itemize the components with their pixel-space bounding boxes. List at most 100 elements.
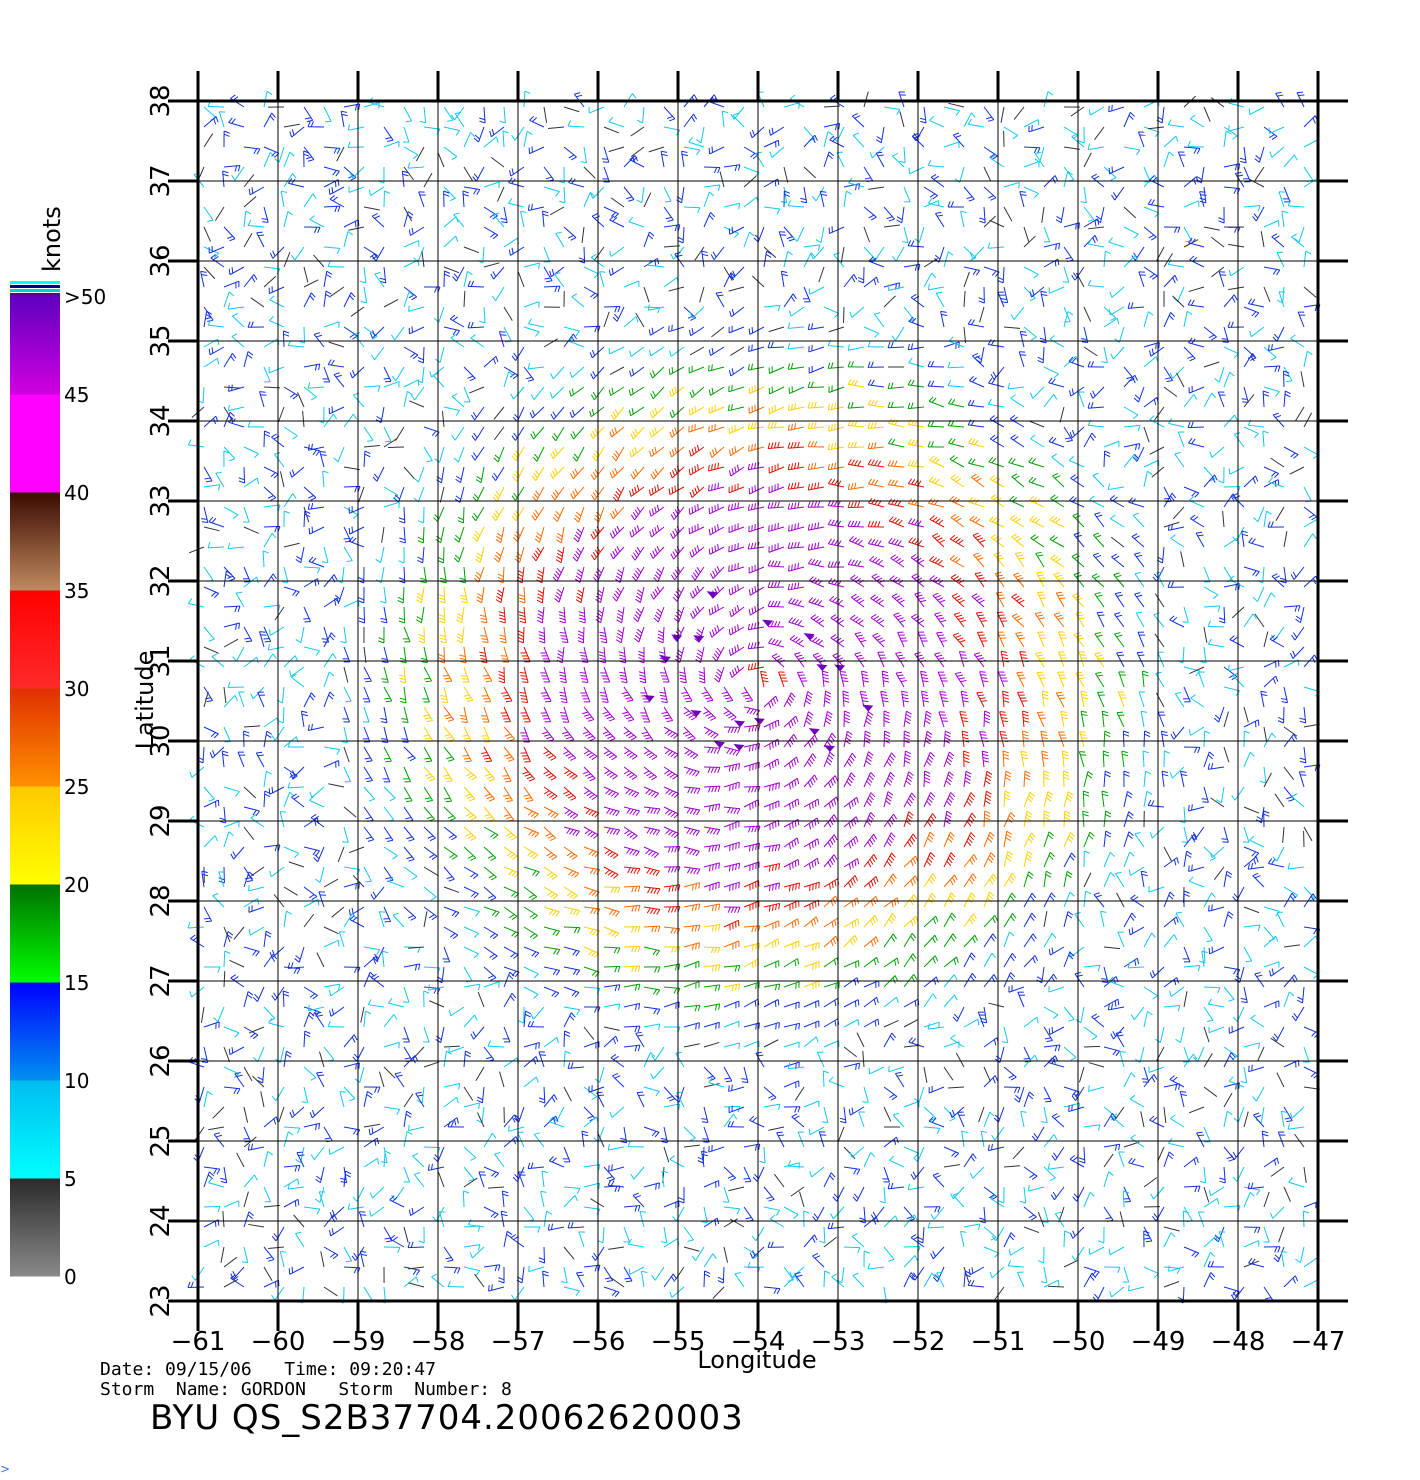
wind-barb-feather [381, 721, 388, 724]
wind-barb-feather [439, 600, 446, 604]
wind-barb-feather [418, 634, 425, 638]
wind-barb-feather [835, 617, 842, 622]
wind-barb-feather [848, 536, 854, 541]
wind-barb-feather [975, 535, 981, 539]
wind-barb-feather [955, 517, 962, 522]
wind-barb-feather [652, 550, 656, 557]
wind-barb-feather [455, 111, 462, 115]
wind-barb-feather [568, 154, 575, 159]
wind-barb-feather [590, 533, 595, 540]
wind-barb-feather [559, 200, 566, 204]
wind-barb-feather [652, 471, 657, 478]
wind-barb [535, 486, 545, 502]
wind-barb-feather [1015, 631, 1022, 634]
wind-barb-feather [790, 502, 794, 509]
wind-barb [929, 519, 945, 528]
wind-barb-feather [452, 316, 459, 321]
wind-barb-feather [511, 355, 517, 361]
wind-barb [1048, 382, 1065, 388]
wind-barb-feather [364, 450, 371, 455]
wind-barb-feather [955, 134, 962, 138]
wind-barb-feather [1293, 154, 1298, 161]
wind-barb-feather [556, 536, 563, 541]
wind-barb-feather [1132, 512, 1139, 516]
wind-barb-feather [471, 435, 476, 441]
wind-barb-feather [788, 698, 793, 704]
wind-barb [1103, 166, 1117, 178]
wind-barb [483, 106, 486, 123]
wind-barb [923, 186, 938, 196]
wind-barb-feather [499, 637, 506, 641]
wind-barb-feather [1095, 534, 1102, 538]
wind-barb [1190, 118, 1205, 128]
wind-barb-feather [345, 700, 352, 703]
wind-barb-feather [767, 422, 771, 429]
wind-barb-feather [538, 640, 545, 644]
wind-barb [1114, 593, 1125, 608]
wind-barb [1283, 186, 1291, 203]
wind-barb-feather [992, 436, 999, 441]
wind-barb [763, 304, 780, 308]
wind-barb-feather [967, 118, 972, 125]
wind-barb [383, 426, 392, 442]
wind-barb [583, 686, 591, 703]
wind-barb-feather [671, 367, 674, 374]
wind-barb [263, 504, 280, 508]
wind-barb-feather [247, 219, 252, 226]
wind-barb [223, 291, 230, 308]
wind-barb-feather [784, 193, 790, 197]
wind-barb-feather [1305, 250, 1312, 255]
wind-barb-feather [691, 489, 695, 496]
colorbar-band [10, 1080, 60, 1179]
wind-barb-feather [453, 273, 459, 279]
wind-barb [563, 146, 577, 158]
wind-barb-feather [728, 470, 732, 477]
wind-barb [263, 525, 281, 528]
wind-barb [723, 226, 739, 234]
wind-barb-feather [698, 671, 705, 674]
wind-barb-feather [891, 517, 897, 523]
wind-barb-feather [1168, 151, 1175, 157]
wind-barb [1008, 462, 1025, 468]
wind-barb-feather [616, 616, 623, 621]
wind-barb-feather [649, 412, 653, 419]
wind-barb-feather [938, 617, 945, 620]
wind-barb [323, 671, 330, 688]
wind-barb-feather [746, 700, 753, 703]
wind-barb [248, 224, 265, 228]
wind-barb-feather [791, 598, 796, 605]
wind-barb-feather [728, 714, 735, 719]
wind-barb-feather [557, 650, 564, 654]
wind-barb-feather [1136, 594, 1143, 598]
wind-barb-feather [1273, 333, 1279, 339]
wind-barb-feather [222, 173, 229, 177]
wind-barb-feather [967, 318, 972, 325]
wind-barb-feather [613, 453, 618, 459]
wind-barb [870, 617, 885, 628]
wind-barb [928, 502, 945, 508]
wind-barb-feather [332, 196, 338, 202]
wind-barb [650, 486, 665, 496]
wind-barb [634, 506, 645, 521]
wind-barb-feather [1013, 475, 1020, 480]
wind-barb-feather [591, 349, 596, 356]
wind-barb-feather [650, 593, 655, 600]
wind-barb [1083, 326, 1089, 343]
wind-barb [234, 166, 245, 181]
wind-barb-feather [1081, 341, 1088, 344]
wind-barb-feather [1277, 479, 1280, 486]
wind-barb-feather [451, 393, 458, 397]
wind-barb-feather [1069, 455, 1075, 461]
wind-barb [1183, 311, 1188, 328]
wind-barb [394, 326, 405, 341]
wind-barb-feather [330, 359, 335, 366]
wind-barb [1023, 266, 1039, 275]
wind-barb-feather [1136, 149, 1141, 156]
wind-barb-feather [888, 218, 895, 222]
wind-barb-feather [1019, 191, 1026, 193]
wind-barb-feather [773, 600, 778, 607]
wind-barb-feather [292, 394, 298, 400]
wind-barb-feather [1035, 151, 1042, 155]
wind-barb-feather [787, 503, 791, 510]
wind-barb [1057, 651, 1065, 668]
